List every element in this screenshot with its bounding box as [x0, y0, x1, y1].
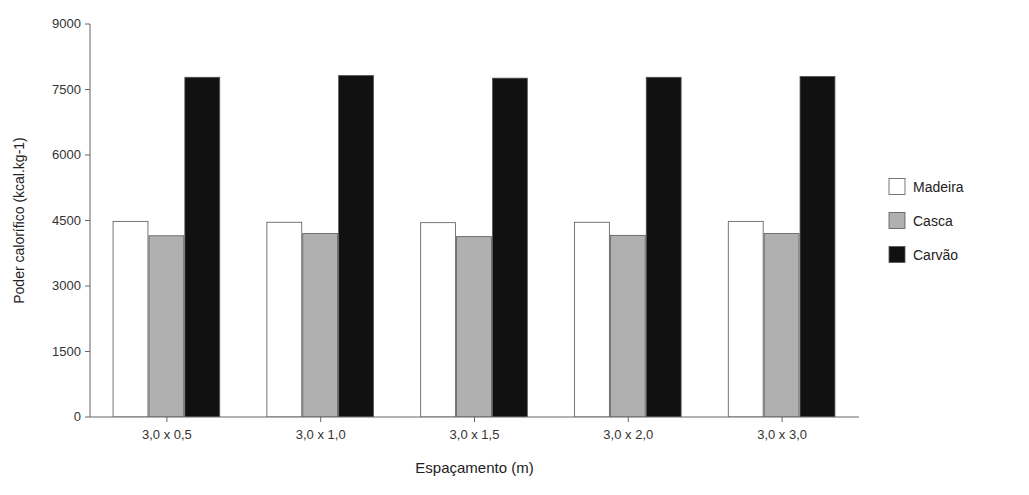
chart: 0 1500 3000 4500 6000 7500 9000 3,0 x 0,5 3,0 x … [0, 0, 1029, 495]
y-tick [85, 220, 90, 221]
chart-container: 0 1500 3000 4500 6000 7500 9000 3,0 x 0,5 3,0 x … [0, 0, 1029, 495]
legend: Madeira Casca Carvão [889, 179, 964, 263]
bar [303, 234, 338, 417]
x-tick-label: 3,0 x 0,5 [142, 427, 192, 442]
x-tick-label: 3,0 x 3,0 [757, 427, 807, 442]
x-tick [320, 417, 321, 422]
bar [574, 222, 609, 417]
legend-swatch [889, 179, 905, 195]
y-tick-label: 6000 [52, 147, 81, 162]
y-tick-label: 3000 [52, 278, 81, 293]
y-tick-label: 9000 [52, 16, 81, 31]
x-tick [628, 417, 629, 422]
x-tick [474, 417, 475, 422]
legend-swatch [889, 213, 905, 229]
x-tick-label: 3,0 x 1,0 [296, 427, 346, 442]
bar [646, 77, 681, 417]
x-axis-label: Espaçamento (m) [415, 459, 533, 476]
x-tick [166, 417, 167, 422]
y-tick [85, 89, 90, 90]
bar [492, 78, 527, 417]
legend-label: Carvão [913, 247, 958, 263]
legend-swatch [889, 247, 905, 263]
bar [421, 223, 456, 417]
x-axis [90, 417, 859, 418]
y-axis-label: Poder calorífico (kcal.kg-1) [11, 137, 27, 304]
x-tick-label: 3,0 x 1,5 [450, 427, 500, 442]
bar [728, 221, 763, 417]
y-tick-label: 1500 [52, 344, 81, 359]
y-tick-label: 4500 [52, 213, 81, 228]
bar [610, 235, 645, 417]
y-tick [85, 155, 90, 156]
bar [764, 234, 799, 417]
y-axis [90, 24, 91, 417]
bar [113, 221, 148, 417]
bar [457, 237, 492, 417]
y-tick [85, 417, 90, 418]
x-tick [782, 417, 783, 422]
x-tick-label: 3,0 x 2,0 [603, 427, 653, 442]
bar [800, 76, 835, 417]
y-tick [85, 286, 90, 287]
bar [185, 77, 220, 417]
y-tick-label: 0 [74, 409, 81, 424]
bar [149, 236, 184, 417]
bar [339, 76, 374, 417]
bars [113, 76, 835, 417]
bar [267, 222, 302, 417]
y-tick [85, 351, 90, 352]
legend-label: Casca [913, 213, 953, 229]
legend-label: Madeira [913, 179, 964, 195]
y-tick [85, 24, 90, 25]
y-tick-label: 7500 [52, 82, 81, 97]
